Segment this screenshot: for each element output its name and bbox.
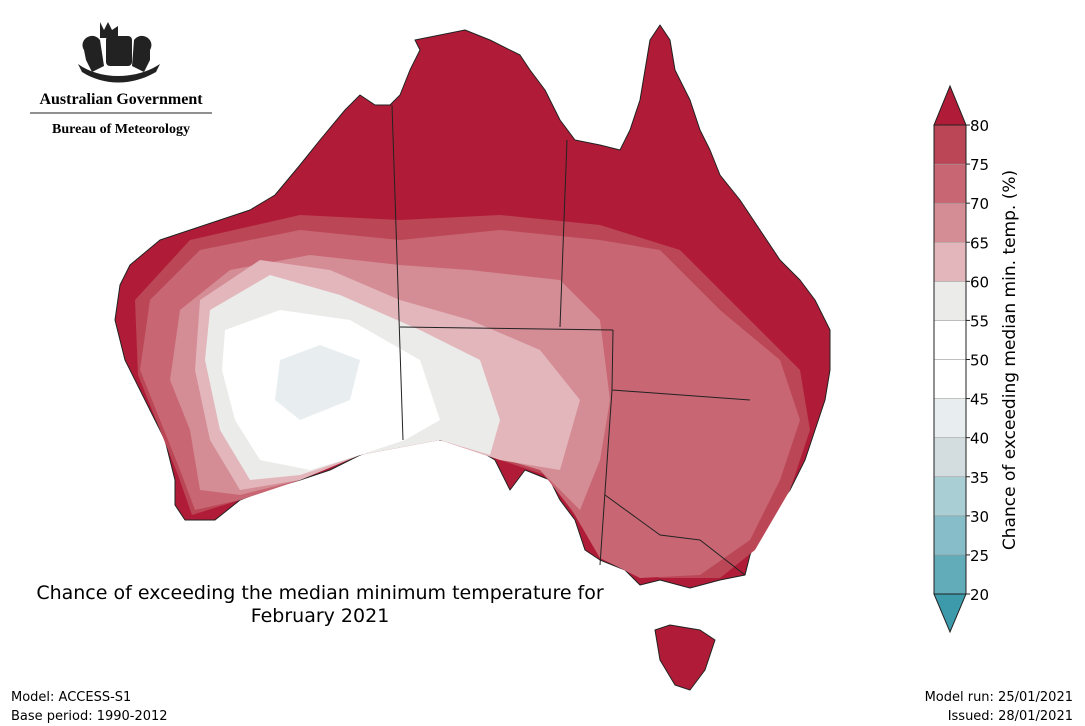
colorbar-tick-label: 70 xyxy=(970,195,989,213)
colorbar: 20 25 30 35 40 45 50 55 60 65 70 75 80 xyxy=(933,84,989,634)
colorbar-tick-label: 45 xyxy=(970,391,989,409)
colorbar-tick-label: 25 xyxy=(970,547,989,565)
tasmania xyxy=(654,624,716,691)
colorbar-band xyxy=(933,242,967,282)
colorbar-band xyxy=(933,163,967,204)
colorbar-band xyxy=(933,437,967,477)
crest xyxy=(78,22,160,83)
colorbar-tick-label: 55 xyxy=(970,312,989,330)
colorbar-band xyxy=(933,124,967,165)
colorbar-under xyxy=(933,593,967,634)
issued: Issued: 28/01/2021 xyxy=(948,709,1073,724)
bureau-name: Bureau of Meteorology xyxy=(52,122,190,137)
colorbar-band xyxy=(933,515,967,556)
colorbar-band xyxy=(933,320,967,360)
colorbar-tick-label: 35 xyxy=(970,469,989,487)
colorbar-tick-label: 50 xyxy=(970,352,989,370)
model: Model: ACCESS-S1 xyxy=(11,690,131,705)
colorbar-band xyxy=(933,554,967,595)
colorbar-band xyxy=(933,202,967,243)
zone-45 xyxy=(275,345,360,420)
colorbar-band xyxy=(933,281,967,321)
colorbar-band xyxy=(933,359,967,399)
colorbar-band xyxy=(933,476,967,517)
colorbar-tick-label: 30 xyxy=(970,508,989,526)
gov-name: Australian Government xyxy=(39,91,203,108)
colorbar-over xyxy=(933,84,967,126)
colorbar-tick-label: 80 xyxy=(970,117,989,135)
colorbar-tick-label: 40 xyxy=(970,430,989,448)
base-period: Base period: 1990-2012 xyxy=(11,709,168,724)
state-borders xyxy=(391,104,751,576)
colorbar-tick-label: 75 xyxy=(970,156,989,174)
title-line: Chance of exceeding the median minimum t… xyxy=(36,582,604,604)
colorbar-tick-label: 65 xyxy=(970,234,989,252)
logo: Australian Government Bureau of Meteorol… xyxy=(30,22,212,137)
colorbar-tick-label: 60 xyxy=(970,273,989,291)
colorbar-band xyxy=(933,398,967,438)
model-run: Model run: 25/01/2021 xyxy=(925,690,1073,705)
title-line: February 2021 xyxy=(251,605,390,627)
colorbar-label: Chance of exceeding median min. temp. (%… xyxy=(1000,170,1020,550)
map xyxy=(114,24,831,691)
colorbar-tick-label: 20 xyxy=(970,586,989,604)
